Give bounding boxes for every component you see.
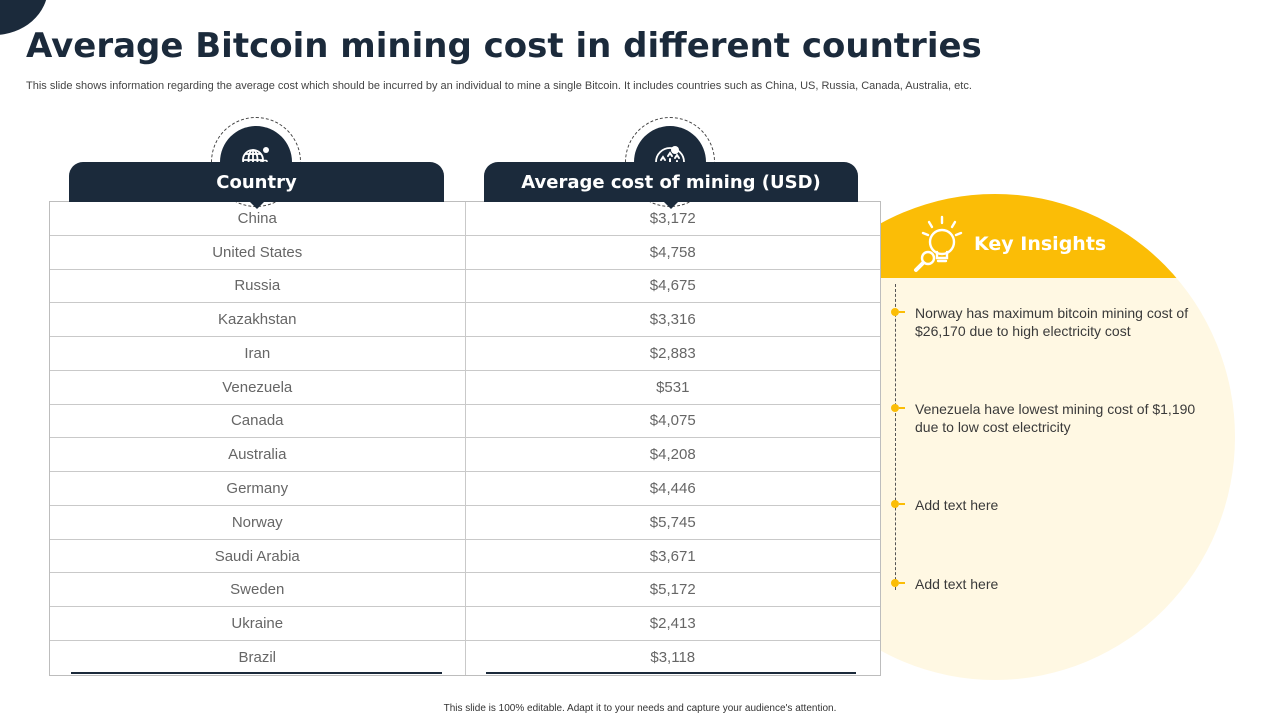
table-row: Russia $4,675 [50, 269, 880, 304]
country-column-underline [71, 672, 442, 674]
country-cell: Germany [50, 472, 466, 505]
cost-cell: $2,883 [649, 344, 696, 362]
table-row: Iran $2,883 [50, 337, 880, 371]
country-cell: United States [50, 235, 466, 269]
insights-title: Key Insights [974, 233, 1107, 255]
table-row: Norway $5,745 [50, 505, 880, 540]
insight-item: Add text here [890, 575, 1220, 593]
country-cell: Venezuela [50, 370, 466, 404]
cost-cell: $3,316 [649, 311, 696, 329]
insights-timeline [895, 284, 896, 590]
cost-column-header: Average cost of mining (USD) [484, 162, 858, 209]
country-cell: Canada [50, 404, 466, 438]
table-row: Venezuela $531 [50, 370, 880, 405]
cost-cell: $3,118 [650, 649, 696, 667]
country-column-header: Country [69, 162, 444, 209]
page-title: Average Bitcoin mining cost in different… [26, 26, 982, 66]
bullet-dot-icon [891, 404, 905, 412]
insight-item: Venezuela have lowest mining cost of $1,… [890, 400, 1220, 436]
table-row: Kazakhstan $3,316 [50, 303, 880, 338]
table-row: Canada $4,075 [50, 404, 880, 439]
table-row: Sweden $5,172 [50, 573, 880, 608]
insight-item: Norway has maximum bitcoin mining cost o… [890, 304, 1220, 340]
mining-cost-table: China $3,172 United States $4,758 Russia $4… [49, 201, 881, 676]
cost-cell: $4,758 [649, 243, 696, 261]
insight-text: Norway has maximum bitcoin mining cost o… [915, 305, 1189, 339]
country-cell: Norway [50, 505, 466, 539]
country-cell: Saudi Arabia [50, 539, 466, 573]
country-cell: Brazil [50, 640, 466, 675]
bullet-dot-icon [891, 308, 905, 316]
table-row: United States $4,758 [50, 235, 880, 270]
cost-cell: $4,446 [649, 480, 696, 497]
table-row: Australia $4,208 [50, 438, 880, 473]
cost-cell: $4,208 [649, 446, 696, 464]
cost-cell: $2,413 [649, 615, 696, 633]
bullet-dot-icon [891, 579, 905, 587]
insight-text: Add text here [915, 576, 999, 592]
cost-cell: $4,675 [649, 277, 696, 295]
country-cell: Russia [50, 269, 466, 303]
table-row: Germany $4,446 [50, 472, 880, 506]
bullet-dot-icon [891, 500, 905, 508]
country-cell: Iran [50, 337, 466, 370]
country-cell: China [50, 202, 466, 235]
insights-header: Key Insights [912, 214, 1106, 274]
country-cell: Ukraine [50, 607, 466, 640]
cost-cell: $3,671 [649, 547, 696, 565]
cost-cell: $3,172 [649, 209, 696, 227]
insight-text: Add text here [915, 497, 999, 513]
table-row: Ukraine $2,413 [50, 607, 880, 641]
cost-cell: $5,745 [649, 513, 696, 531]
country-cell: Kazakhstan [50, 303, 466, 337]
table-row: China $3,172 [50, 202, 880, 236]
country-cell: Sweden [50, 573, 466, 607]
page-subtitle: This slide shows information regarding t… [26, 80, 972, 92]
cost-cell: $4,075 [649, 412, 696, 430]
insight-item: Add text here [890, 496, 1220, 514]
cost-cell: $5,172 [649, 581, 696, 599]
cost-column-underline [486, 672, 856, 674]
table-row: Brazil $3,118 [50, 640, 880, 675]
cost-cell: $531 [656, 378, 690, 396]
country-cell: Australia [50, 438, 466, 472]
table-row: Saudi Arabia $3,671 [50, 539, 880, 574]
insight-text: Venezuela have lowest mining cost of $1,… [915, 401, 1196, 435]
lightbulb-magnifier-icon [914, 215, 963, 272]
footer-note: This slide is 100% editable. Adapt it to… [443, 703, 837, 714]
